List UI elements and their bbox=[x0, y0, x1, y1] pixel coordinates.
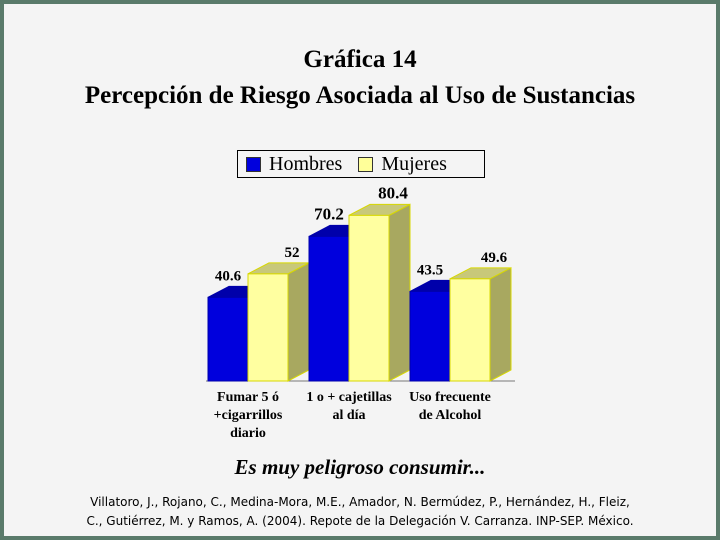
legend: Hombres Mujeres bbox=[237, 150, 485, 178]
legend-item-hombres: Hombres bbox=[246, 153, 342, 176]
x-tick-label-0-line-2: diario bbox=[230, 426, 266, 441]
bar-side-1-0 bbox=[287, 262, 310, 382]
data-label-mujeres-2: 49.6 bbox=[481, 250, 508, 266]
bar-hombres-2 bbox=[409, 290, 451, 382]
bar-side-1-2 bbox=[489, 266, 512, 382]
x-tick-label-1-line-0: 1 o + cajetillas bbox=[306, 390, 392, 405]
bar-mujeres-0 bbox=[247, 273, 289, 382]
legend-item-mujeres: Mujeres bbox=[358, 153, 447, 176]
data-label-hombres-2: 43.5 bbox=[417, 262, 443, 278]
source-line-1: Villatoro, J., Rojano, C., Medina-Mora, … bbox=[90, 495, 630, 509]
legend-swatch-hombres bbox=[246, 156, 261, 172]
source-line-2: C., Gutiérrez, M. y Ramos, A. (2004). Re… bbox=[86, 514, 634, 528]
data-label-hombres-0: 40.6 bbox=[215, 268, 242, 284]
data-label-hombres-1: 70.2 bbox=[314, 204, 344, 223]
bar-side-1-1 bbox=[388, 203, 411, 382]
data-label-mujeres-0: 52 bbox=[285, 245, 300, 261]
x-tick-label-1: 1 o + cajetillas al día bbox=[289, 389, 409, 425]
x-tick-label-0: Fumar 5 ó +cigarrillos diario bbox=[198, 389, 298, 443]
bar-mujeres-2 bbox=[449, 278, 491, 382]
x-tick-label-2-line-1: de Alcohol bbox=[418, 408, 482, 423]
x-tick-label-2-line-0: Uso frecuente bbox=[409, 390, 491, 405]
legend-label-mujeres: Mujeres bbox=[381, 152, 447, 175]
bar-hombres-1 bbox=[308, 235, 350, 382]
chart-subtitle: Percepción de Riesgo Asociada al Uso de … bbox=[84, 82, 636, 109]
bar-mujeres-1 bbox=[348, 214, 390, 382]
bar-hombres-0 bbox=[207, 296, 249, 382]
annotation: Es muy peligroso consumir... bbox=[234, 455, 486, 479]
legend-label-hombres: Hombres bbox=[269, 152, 343, 175]
x-tick-label-2: Uso frecuente de Alcohol bbox=[400, 389, 500, 425]
data-label-mujeres-1: 80.4 bbox=[378, 183, 408, 202]
x-tick-label-0-line-1: +cigarrillos bbox=[213, 408, 283, 423]
source-citation: Villatoro, J., Rojano, C., Medina-Mora, … bbox=[30, 493, 690, 531]
x-tick-label-0-line-0: Fumar 5 ó bbox=[217, 390, 279, 405]
legend-swatch-mujeres bbox=[358, 156, 374, 172]
chart-title: Gráfica 14 bbox=[303, 46, 417, 73]
x-tick-label-1-line-1: al día bbox=[332, 408, 366, 423]
